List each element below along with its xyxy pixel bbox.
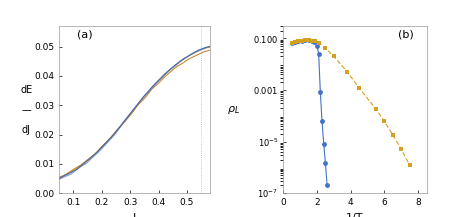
X-axis label: 1/T: 1/T: [346, 212, 364, 217]
Text: dJ: dJ: [22, 125, 31, 135]
Y-axis label: $\rho_L$: $\rho_L$: [227, 104, 240, 116]
Text: —: —: [21, 105, 31, 115]
Text: dE: dE: [20, 85, 32, 95]
Text: (b): (b): [398, 30, 414, 40]
Text: (a): (a): [77, 30, 93, 40]
X-axis label: J: J: [133, 212, 136, 217]
